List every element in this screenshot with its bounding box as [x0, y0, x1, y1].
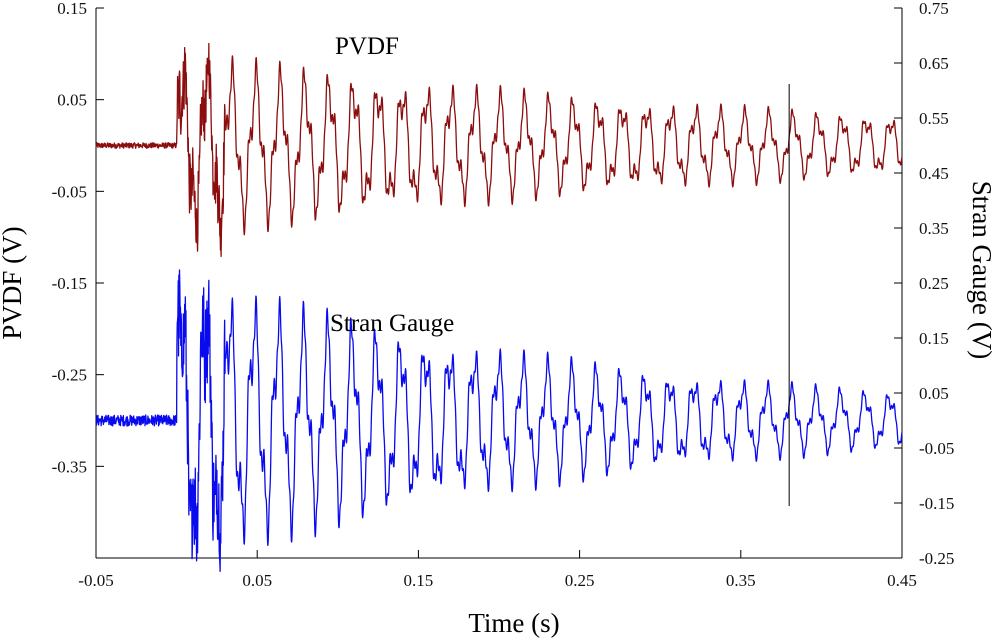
right-tick-label: -0.25 [919, 549, 954, 568]
series-label-strain-gauge: Stran Gauge [330, 310, 454, 337]
right-tick-label: 0.45 [919, 164, 949, 183]
left-tick-label: -0.15 [52, 274, 87, 293]
x-tick-label: 0.35 [726, 571, 756, 590]
left-tick-label: -0.25 [52, 366, 87, 385]
series-line-strain-gauge [95, 269, 903, 572]
right-tick-label: 0.35 [919, 219, 949, 238]
x-axis-title: Time (s) [468, 608, 559, 638]
right-tick-label: -0.15 [919, 494, 954, 513]
x-tick-label: 0.05 [242, 571, 272, 590]
right-tick-label: 0.05 [919, 384, 949, 403]
x-tick-label: 0.15 [404, 571, 434, 590]
x-tick-label: -0.05 [78, 571, 113, 590]
x-tick-label: 0.25 [565, 571, 595, 590]
x-tick-label: 0.45 [887, 571, 917, 590]
right-ticks: 0.75 0.65 0.55 0.45 0.35 0.25 0.15 0.05 -0.05 -0.… [894, 0, 954, 568]
right-tick-label: 0.25 [919, 274, 949, 293]
series-group [95, 42, 903, 572]
y-axis-right-title: Stran Gauge (V) [967, 181, 997, 359]
left-tick-label: -0.05 [52, 182, 87, 201]
left-tick-label: 0.05 [57, 91, 87, 110]
left-ticks: 0.15 0.05 -0.05 -0.15 -0.25 -0.35 [52, 0, 104, 476]
series-line-pvdf [95, 42, 903, 257]
left-tick-label: 0.15 [57, 0, 87, 18]
right-tick-label: 0.75 [919, 0, 949, 18]
left-tick-label: -0.35 [52, 457, 87, 476]
x-ticks: -0.05 0.05 0.15 0.25 0.35 0.45 [78, 550, 917, 590]
y-axis-left-title: PVDF (V) [0, 226, 27, 339]
right-tick-label: 0.65 [919, 54, 949, 73]
right-tick-label: -0.05 [919, 439, 954, 458]
right-tick-label: 0.55 [919, 109, 949, 128]
right-tick-label: 0.15 [919, 329, 949, 348]
series-label-pvdf: PVDF [335, 33, 399, 60]
